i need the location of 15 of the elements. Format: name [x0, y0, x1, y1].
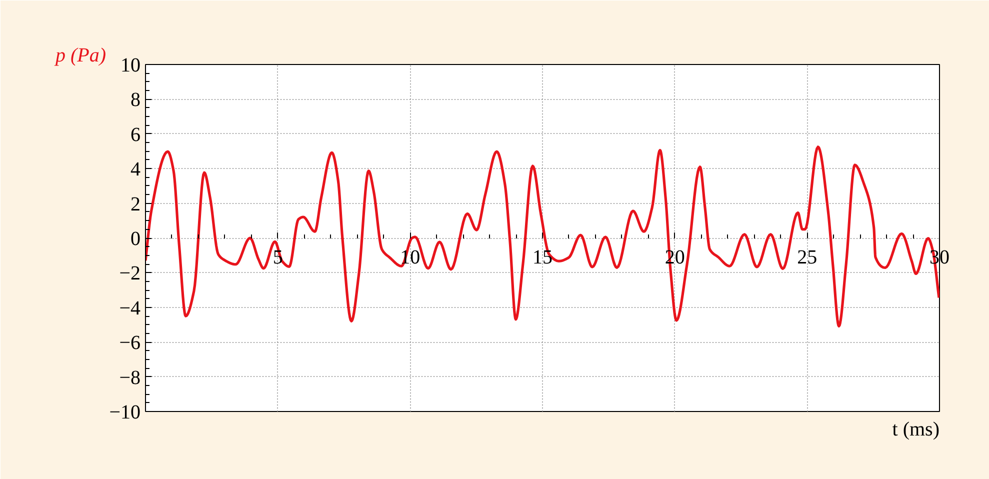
y-tick-label: 4	[130, 158, 140, 181]
x-tick-label: 25	[797, 246, 818, 268]
y-tick-label: −6	[119, 332, 140, 354]
y-tick-label: −8	[119, 366, 140, 389]
y-tick-label: 6	[130, 124, 140, 146]
y-tick-label: −2	[119, 262, 140, 285]
y-axis-title: p (Pa)	[54, 44, 106, 66]
y-tick-label: 10	[120, 54, 140, 76]
y-tick-label: 2	[130, 193, 140, 216]
x-tick-label: 15	[532, 246, 552, 268]
y-tick-label: −10	[109, 402, 140, 424]
x-axis-title: t (ms)	[892, 418, 940, 440]
y-tick-label: −4	[119, 297, 140, 320]
y-tick-label: 0	[130, 228, 140, 250]
y-tick-label: 8	[130, 89, 140, 112]
